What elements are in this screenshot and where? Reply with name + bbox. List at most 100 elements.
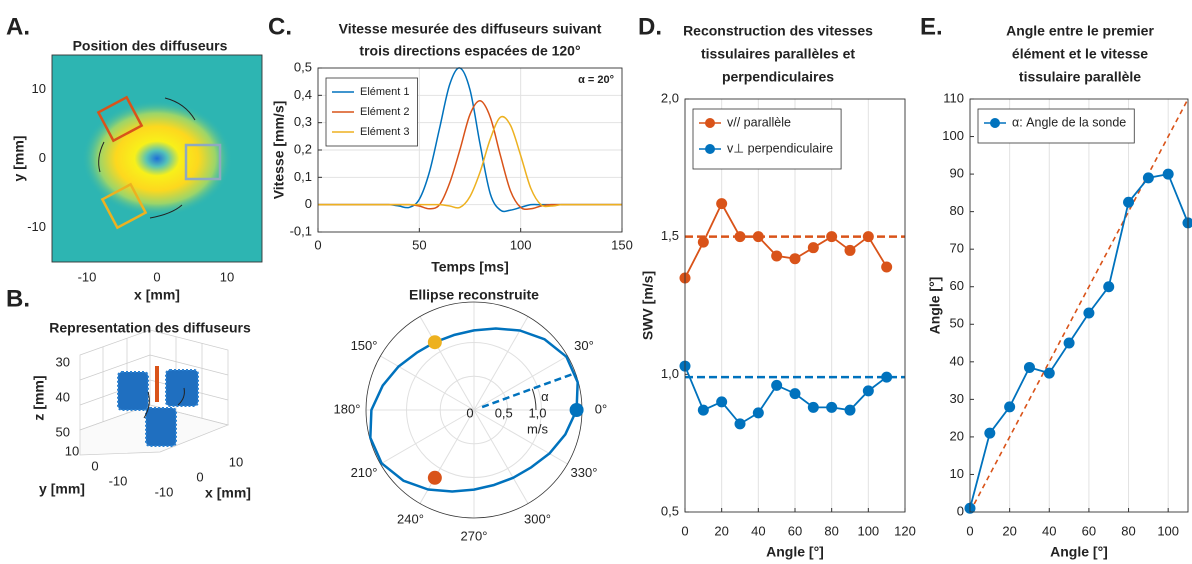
chart-title: tissulaire parallèle [1019,69,1141,85]
legend-label: Elément 3 [360,126,410,138]
z-tick-label: 40 [56,389,70,404]
point [881,371,893,383]
x-tick-label: 0 [966,523,973,538]
y-tick-label: 0 [305,196,312,211]
angle-tick-label: 150° [351,338,378,353]
chart-title: Reconstruction des vitesses [683,23,873,39]
point [716,198,728,210]
grid-line [473,409,529,504]
angle-tick-label: 270° [461,528,488,543]
y-tick-label: 10 [950,466,964,481]
grid-line [473,355,568,411]
x-tick-label: 100 [1157,523,1179,538]
point [427,470,442,485]
point [1023,361,1035,373]
arrow [164,97,196,121]
angle-tick-label: 0° [595,401,607,416]
point [771,379,783,391]
y-tick-label: 100 [942,128,964,143]
angle-tick-label: 240° [397,511,424,526]
x-tick-label: 50 [412,237,426,252]
angle-tick-label: 300° [524,511,551,526]
point [862,231,874,243]
y-tick-label: 60 [950,278,964,293]
point [1043,367,1055,379]
x-tick-label: 20 [714,523,728,538]
chart-title: Vitesse mesurée des diffuseurs suivant [339,21,602,37]
panel-label: B. [6,285,30,312]
y-tick-label: 30 [950,391,964,406]
r-tick-label: 0,5 [495,405,513,420]
y-tick-label: 0 [91,458,98,473]
legend-label: v⊥ perpendiculaire [727,141,833,155]
plot-frame [684,98,906,513]
y-tick-label: 70 [950,241,964,256]
heatmap-blob [82,100,232,217]
point [1103,281,1115,293]
legend-marker [990,118,1000,128]
x-tick-label: 10 [220,269,234,284]
chart-title: Position des diffuseurs [73,38,228,54]
y-tick-label: 0 [957,503,964,518]
panel-label: A. [6,13,30,40]
x-tick-label: 150 [611,237,633,252]
grid-line [419,316,475,411]
angle-tick-label: 180° [334,401,361,416]
point [734,418,746,430]
scatter-3d [79,329,230,456]
point [1083,307,1095,319]
diffuser-square [184,143,222,181]
grid-line [419,409,475,504]
x-axis-label: Angle [°] [766,544,824,560]
x-tick-label: 100 [510,237,532,252]
point [569,403,584,417]
major-axis [481,371,576,409]
y-tick-label: 50 [950,316,964,331]
angle-tick-label: 330° [571,465,598,480]
x-axis-label: x [mm] [134,287,180,303]
y-tick-label: -10 [109,473,128,488]
x-axis-label: Angle [°] [1050,544,1108,560]
legend-label: Elément 2 [360,106,410,118]
x-tick-label: -10 [155,484,174,499]
y-tick-label: 90 [950,166,964,181]
diffuser-overlay [96,95,222,230]
x-tick-label: 0 [196,469,203,484]
reference-line [969,98,1189,513]
legend: α: Angle de la sonde [977,108,1135,144]
point [771,250,783,262]
y-tick-label: 10 [65,443,79,458]
point [716,396,728,408]
point [1142,172,1154,184]
plot-frame [317,67,623,233]
arrow [98,141,105,173]
y-tick-label: 1,5 [661,228,679,243]
legend: Elément 1 Elément 2 Elément 3 [325,77,418,147]
x-axis-label: x [mm] [205,485,251,501]
angle-label: α [541,389,549,404]
point [826,401,838,413]
ellipse [369,327,579,493]
y-tick-label: 0,5 [294,59,312,74]
legend-marker [705,118,715,128]
angle-arc [531,388,537,411]
point [881,261,893,273]
panel-label: C. [268,13,292,40]
grid-ring [406,342,542,478]
x-tick-label: 80 [824,523,838,538]
point [734,231,746,243]
z-tick-label: 50 [56,424,70,439]
y-tick-label: 0,1 [294,169,312,184]
x-tick-label: 100 [857,523,879,538]
diffuser-square [96,95,144,143]
grid-line [380,409,475,465]
legend-box [977,108,1135,144]
plot-frame [969,98,1189,513]
x-tick-label: 0 [153,269,160,284]
grid-ring [439,375,509,445]
point [862,385,874,397]
y-tick-label: 40 [950,353,964,368]
diffuser-square [100,182,148,230]
x-tick-label: 0 [314,237,321,252]
